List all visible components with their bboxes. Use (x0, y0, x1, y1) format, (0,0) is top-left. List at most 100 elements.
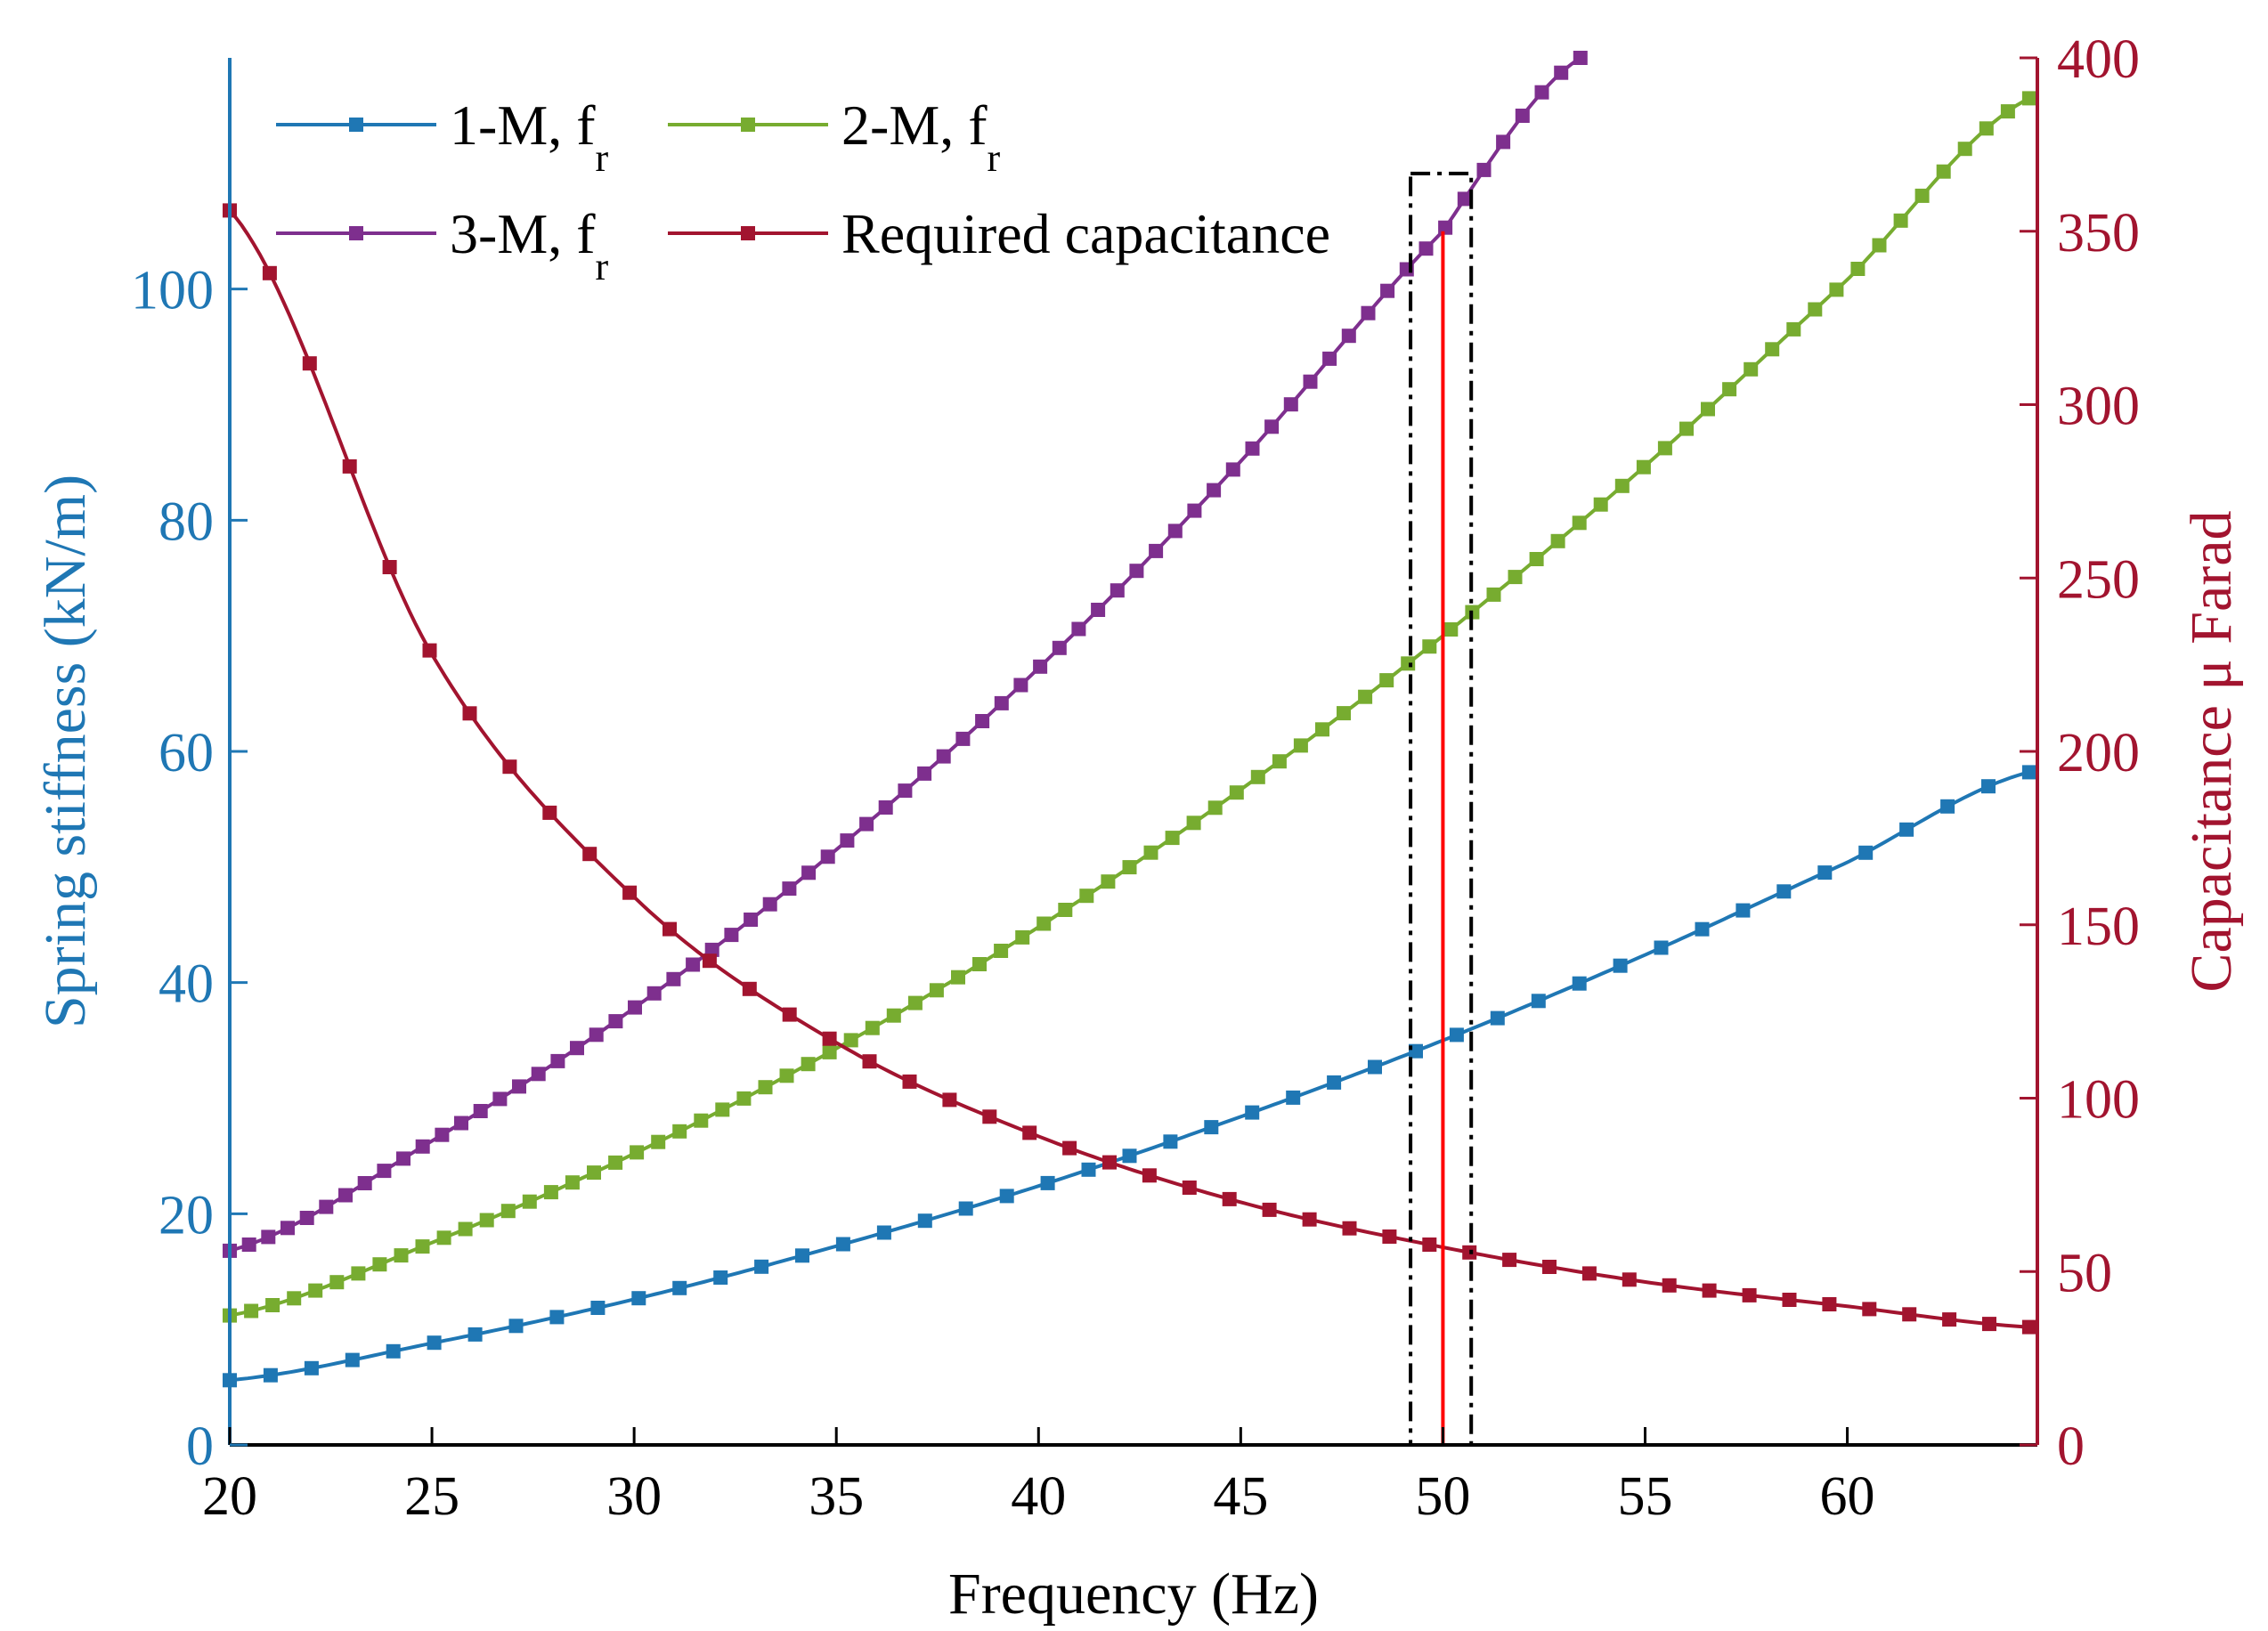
data-point (1593, 497, 1608, 512)
data-point (1122, 1148, 1137, 1164)
data-point (1187, 503, 1202, 518)
series-2 (223, 91, 2036, 1323)
data-point (1572, 515, 1587, 531)
right-y-tick-label: 250 (2057, 549, 2140, 610)
data-point (1782, 1293, 1797, 1307)
data-point (1186, 816, 1201, 831)
data-point (396, 1151, 411, 1166)
data-point (917, 766, 932, 781)
data-point (2021, 765, 2036, 780)
data-point (1379, 673, 1394, 688)
left-y-tick-label: 60 (159, 723, 214, 783)
data-point (782, 881, 797, 897)
data-point (1204, 1120, 1219, 1135)
data-point (975, 714, 990, 728)
data-point (1858, 845, 1874, 860)
data-point (982, 1109, 997, 1124)
right-y-tick-label: 50 (2057, 1243, 2112, 1303)
data-point (878, 800, 893, 815)
data-point (1071, 621, 1086, 637)
data-point (1013, 678, 1028, 693)
data-point (415, 1239, 430, 1254)
x-tick-label: 45 (1213, 1466, 1268, 1527)
data-point (1502, 1253, 1517, 1268)
data-point (1101, 874, 1116, 889)
data-point (744, 913, 759, 927)
data-point (329, 1275, 345, 1290)
data-point (436, 1230, 451, 1246)
right-y-axis-label: Capacitance μ Farad (2179, 510, 2244, 992)
data-point (1744, 361, 1759, 377)
data-point (898, 783, 913, 799)
data-point (835, 1237, 850, 1252)
data-point (1033, 659, 1048, 674)
data-point (820, 849, 835, 864)
data-point (492, 1091, 508, 1107)
data-point (646, 986, 662, 1001)
data-point (1250, 769, 1265, 784)
data-point (1036, 916, 1052, 931)
data-point (473, 1104, 488, 1118)
data-point (1361, 305, 1376, 321)
legend-entry: Required capacitance (668, 202, 1330, 265)
data-point (663, 921, 677, 937)
data-point (1058, 903, 1073, 917)
data-point (1302, 1212, 1317, 1227)
data-point (1508, 570, 1523, 585)
data-point (795, 1248, 809, 1263)
data-point (686, 957, 701, 972)
data-point (801, 1057, 816, 1072)
data-point (467, 1327, 483, 1342)
data-point (2021, 1319, 2036, 1335)
data-point (1765, 342, 1780, 357)
x-tick-label: 25 (404, 1466, 459, 1527)
data-point (1476, 162, 1492, 177)
data-point (1902, 1307, 1917, 1322)
legend-label-subscript: r (596, 136, 609, 180)
data-point (1015, 929, 1030, 945)
data-point (1245, 441, 1260, 456)
data-point (742, 981, 757, 996)
data-point (394, 1248, 409, 1263)
data-point (902, 1074, 917, 1089)
data-point (994, 695, 1009, 710)
data-point (779, 1068, 794, 1083)
data-point (570, 1041, 584, 1056)
data-point (782, 1007, 797, 1022)
data-point (462, 706, 477, 721)
data-point (608, 1014, 623, 1029)
right-y-tick-label: 350 (2057, 203, 2140, 264)
x-tick-label: 30 (606, 1466, 662, 1527)
data-point (1079, 889, 1094, 904)
x-tick-label: 60 (1820, 1466, 1875, 1527)
data-point (999, 1189, 1014, 1204)
right-y-tick-label: 150 (2057, 897, 2140, 957)
data-point (1531, 994, 1546, 1009)
data-point (1822, 1297, 1837, 1311)
data-point (1443, 622, 1459, 637)
data-point (265, 1298, 280, 1312)
data-point (382, 560, 397, 574)
data-point (1486, 587, 1501, 602)
legend-swatch-marker (741, 226, 755, 240)
data-point (1207, 800, 1223, 816)
data-point (1899, 822, 1914, 837)
data-point (1182, 1181, 1197, 1195)
data-point (1143, 845, 1158, 860)
data-point (435, 1127, 450, 1142)
data-point (1662, 1278, 1677, 1293)
series-4 (223, 203, 2036, 1335)
legend-swatch-marker (741, 118, 755, 132)
data-point (386, 1343, 401, 1359)
data-point (1862, 1302, 1877, 1317)
legend-label-subscript: r (988, 136, 1001, 180)
data-point (736, 1091, 752, 1106)
data-point (704, 942, 719, 957)
data-point (1091, 603, 1106, 617)
data-point (357, 1176, 372, 1190)
data-point (522, 1194, 537, 1209)
x-axis-label: Frequency (Hz) (948, 1562, 1319, 1627)
data-point (1272, 754, 1287, 769)
data-point (1829, 282, 1844, 297)
